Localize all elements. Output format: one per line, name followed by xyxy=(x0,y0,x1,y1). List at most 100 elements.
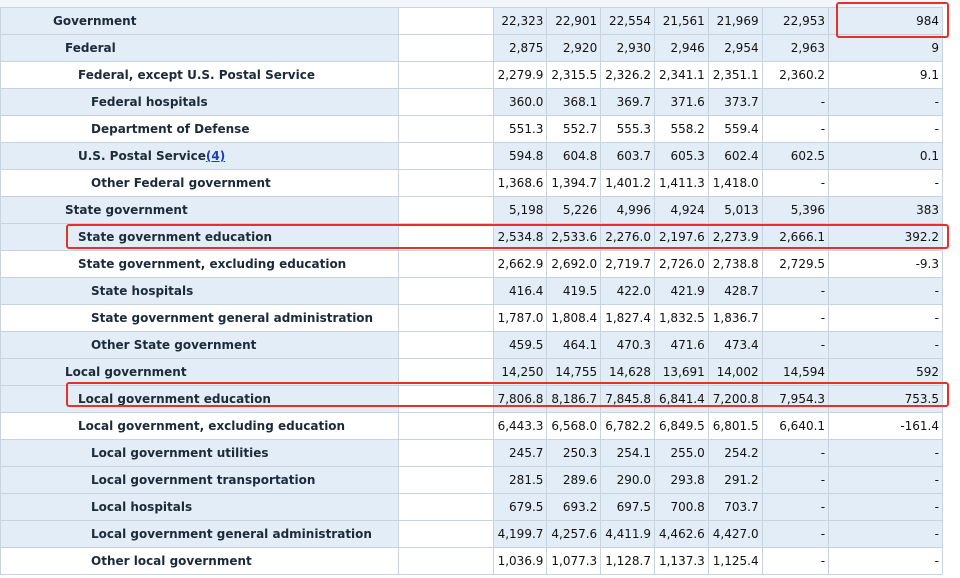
blank-cell xyxy=(397,115,494,143)
table-row: State government general administration … xyxy=(0,304,943,332)
value-cell: 291.2 xyxy=(707,466,763,494)
value-cell: 14,755 xyxy=(546,358,602,386)
blank-cell xyxy=(397,358,494,386)
value-cell: 2,963 xyxy=(761,34,830,62)
value-cell: 7,845.8 xyxy=(600,385,655,413)
value-cell: 2,197.6 xyxy=(654,223,709,251)
value-cell: 254.2 xyxy=(707,439,763,467)
value-cell: 603.7 xyxy=(600,142,655,170)
table-row: Local government education 7,806.8 8,186… xyxy=(0,385,943,413)
table-row: State government education 2,534.8 2,533… xyxy=(0,223,943,251)
table-row: State government, excluding education 2,… xyxy=(0,250,943,278)
blank-cell xyxy=(397,88,494,116)
value-cell: 1,125.4 xyxy=(707,547,763,575)
value-cell: 2,360.2 xyxy=(761,61,830,89)
value-cell: 369.7 xyxy=(600,88,655,116)
value-cell: 4,462.6 xyxy=(654,520,709,548)
value-cell: 2,533.6 xyxy=(546,223,602,251)
value-cell: 1,077.3 xyxy=(546,547,602,575)
row-label: Federal xyxy=(0,34,399,62)
table-row: Local government 14,250 14,755 14,628 13… xyxy=(0,358,943,386)
blank-cell xyxy=(397,412,494,440)
value-cell: 289.6 xyxy=(546,466,602,494)
value-cell: 2,341.1 xyxy=(654,61,709,89)
value-cell: 2,930 xyxy=(600,34,655,62)
value-cell: 470.3 xyxy=(600,331,655,359)
value-cell: 1,036.9 xyxy=(492,547,548,575)
table-row: State hospitals 416.4 419.5 422.0 421.9 … xyxy=(0,277,943,305)
blank-cell xyxy=(397,34,494,62)
row-label: Government xyxy=(0,7,399,35)
change-cell: -161.4 xyxy=(828,412,943,440)
value-cell: 22,323 xyxy=(492,7,548,35)
row-label: Other Federal government xyxy=(0,169,399,197)
table-row: Federal 2,875 2,920 2,930 2,946 2,954 2,… xyxy=(0,34,943,62)
row-label: Other State government xyxy=(0,331,399,359)
blank-cell xyxy=(397,304,494,332)
blank-cell xyxy=(397,385,494,413)
value-cell: 552.7 xyxy=(546,115,602,143)
value-cell: - xyxy=(761,115,830,143)
value-cell: 1,128.7 xyxy=(600,547,655,575)
value-cell: 2,946 xyxy=(654,34,709,62)
change-cell: - xyxy=(828,466,943,494)
value-cell: 4,924 xyxy=(654,196,709,224)
value-cell: 6,782.2 xyxy=(600,412,655,440)
value-cell: 6,640.1 xyxy=(761,412,830,440)
value-cell: 558.2 xyxy=(654,115,709,143)
value-cell: 594.8 xyxy=(492,142,548,170)
value-cell: 255.0 xyxy=(654,439,709,467)
row-label: Federal, except U.S. Postal Service xyxy=(0,61,399,89)
row-label: Department of Defense xyxy=(0,115,399,143)
row-label: Local government xyxy=(0,358,399,386)
blank-cell xyxy=(397,466,494,494)
value-cell: 604.8 xyxy=(546,142,602,170)
blank-cell xyxy=(397,547,494,575)
value-cell: 250.3 xyxy=(546,439,602,467)
value-cell: - xyxy=(761,547,830,575)
value-cell: 254.1 xyxy=(600,439,655,467)
value-cell: 1,411.3 xyxy=(654,169,709,197)
value-cell: 1,836.7 xyxy=(707,304,763,332)
value-cell: - xyxy=(761,331,830,359)
table-row: U.S. Postal Service(4) 594.8 604.8 603.7… xyxy=(0,142,943,170)
blank-cell xyxy=(397,196,494,224)
change-cell: 984 xyxy=(828,7,943,35)
table-row: Other local government 1,036.9 1,077.3 1… xyxy=(0,547,943,575)
value-cell: 245.7 xyxy=(492,439,548,467)
value-cell: 1,787.0 xyxy=(492,304,548,332)
value-cell: 4,996 xyxy=(600,196,655,224)
value-cell: 360.0 xyxy=(492,88,548,116)
value-cell: 2,726.0 xyxy=(654,250,709,278)
blank-cell xyxy=(397,61,494,89)
row-label: State government, excluding education xyxy=(0,250,399,278)
value-cell: 6,568.0 xyxy=(546,412,602,440)
value-cell: 2,351.1 xyxy=(707,61,763,89)
value-cell: 703.7 xyxy=(707,493,763,521)
value-cell: 7,954.3 xyxy=(761,385,830,413)
value-cell: - xyxy=(761,304,830,332)
row-label: Local government education xyxy=(0,385,399,413)
row-label-text: U.S. Postal Service xyxy=(78,149,206,163)
value-cell: 281.5 xyxy=(492,466,548,494)
blank-cell xyxy=(397,493,494,521)
value-cell: 555.3 xyxy=(600,115,655,143)
value-cell: 1,808.4 xyxy=(546,304,602,332)
row-label: State government education xyxy=(0,223,399,251)
value-cell: 5,396 xyxy=(761,196,830,224)
table-row: Department of Defense 551.3 552.7 555.3 … xyxy=(0,115,943,143)
value-cell: 2,279.9 xyxy=(492,61,548,89)
table-row: Local government general administration … xyxy=(0,520,943,548)
value-cell: 2,662.9 xyxy=(492,250,548,278)
value-cell: 2,666.1 xyxy=(761,223,830,251)
value-cell: 14,250 xyxy=(492,358,548,386)
value-cell: 5,198 xyxy=(492,196,548,224)
table-row: Government 22,323 22,901 22,554 21,561 2… xyxy=(0,7,943,35)
value-cell: 1,401.2 xyxy=(600,169,655,197)
row-label: Federal hospitals xyxy=(0,88,399,116)
change-cell: - xyxy=(828,115,943,143)
value-cell: 551.3 xyxy=(492,115,548,143)
table-row: Federal, except U.S. Postal Service 2,27… xyxy=(0,61,943,89)
row-label: Local government transportation xyxy=(0,466,399,494)
footnote-link[interactable]: (4) xyxy=(205,149,226,163)
